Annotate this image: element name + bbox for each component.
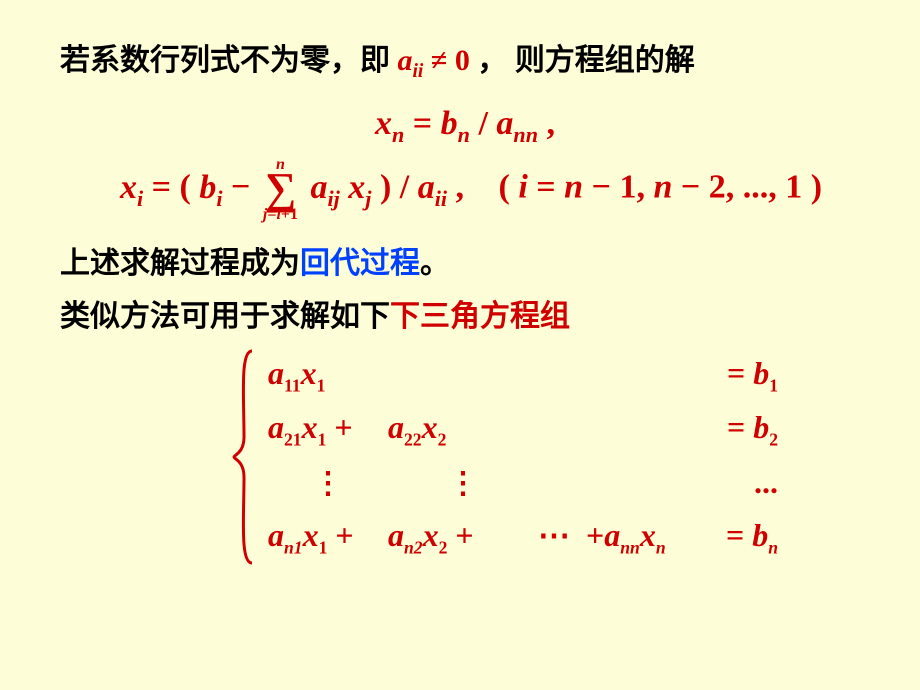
cond-neq: ≠ [431,44,455,77]
eq1-b: b [441,105,458,142]
eq1-b-sub: n [458,122,470,147]
eq2-n2: n [653,169,672,206]
eq2-sep: , [456,169,465,206]
system-row-1: a11x1 = b1 [268,347,784,401]
line2-post: 。 [420,247,450,280]
eq2-xj-sub: j [365,186,371,211]
eq1-eq: = [413,105,441,142]
eq2-a: a [311,169,328,206]
line3-highlight: 下三角方程组 [390,300,570,333]
eq2-a-sub: ij [328,186,340,211]
back-substitution-line: 上述求解过程成为回代过程。 [60,241,870,286]
eq2-a2-sub: ii [435,186,447,211]
eq2-range-eq: = [536,169,564,206]
eq1-x: x [375,105,392,142]
system-row-2: a21x1 + a22x2 = b2 [268,401,784,455]
cond-zero: 0 [455,44,470,77]
eq2-a2: a [418,169,435,206]
eq1-x-sub: n [392,122,404,147]
equation-xi: xi = ( bi − n ∑ j=i+1 aij xj ) / aii , (… [120,157,870,223]
intro-post: 则方程组的解 [515,44,695,77]
eq2-open: = ( [152,169,191,206]
left-brace-icon [230,347,258,567]
eq2-range-open: ( [499,169,510,206]
system-row-n: an1x1 + an2x2 + ⋯ +annxn = bn [268,509,784,563]
system-row-dots: ⋮ ⋮ ... [268,455,784,509]
intro-pre: 若系数行列式不为零，即 [60,44,390,77]
eq2-x-sub: i [137,186,143,211]
cond-a: a [398,44,413,77]
eq2-i: i [518,169,527,206]
eq2-minus: − [231,169,259,206]
intro-comma: ， [477,44,507,77]
eq1-slash: / [478,105,496,142]
line2-pre: 上述求解过程成为 [60,247,300,280]
equation-xn: xn = bn / ann , [60,98,870,151]
eq2-b: b [199,169,216,206]
sum-lower: j=i+1 [263,207,298,223]
eq2-m1: − 1, [592,169,645,206]
sum-symbol: ∑ [263,169,298,209]
eq2-range-close: ) [811,169,822,206]
cond-a-sub: ii [413,61,424,82]
eq2-x: x [120,169,137,206]
eq2-b-sub: i [216,186,222,211]
eq2-xj: x [348,169,365,206]
line2-highlight: 回代过程 [300,247,420,280]
eq2-m2: − 2, [681,169,734,206]
equation-system: a11x1 = b1 a21x1 + a22x2 = b2 ⋮ ⋮ [230,347,870,567]
eq2-rp: ) / [380,169,418,206]
eq1-comma: , [547,105,556,142]
eq2-dots: ..., [743,169,777,206]
eq2-n: n [564,169,583,206]
lower-triangular-line: 类似方法可用于求解如下下三角方程组 [60,294,870,339]
eq1-a-sub: nn [513,122,538,147]
line3-pre: 类似方法可用于求解如下 [60,300,390,333]
intro-line: 若系数行列式不为零，即 aii ≠ 0 ， 则方程组的解 [60,38,870,86]
eq1-a: a [496,105,513,142]
eq2-one: 1 [785,169,802,206]
